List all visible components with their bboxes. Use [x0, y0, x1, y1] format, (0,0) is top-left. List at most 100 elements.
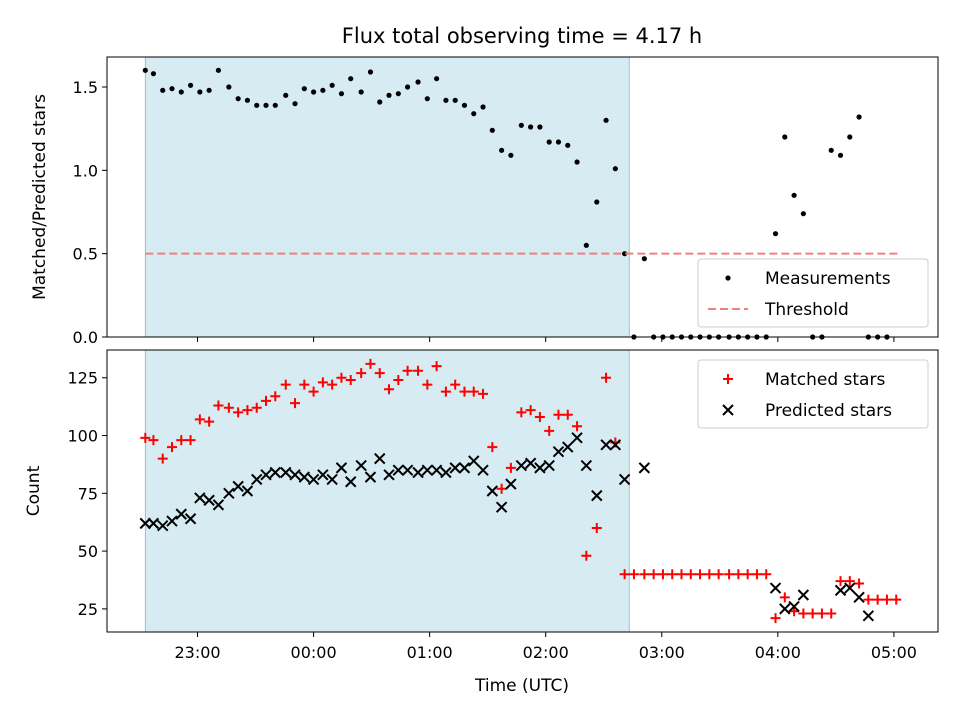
data-point [364, 471, 377, 483]
series-matched-stars [140, 358, 902, 624]
data-point [828, 147, 834, 153]
data-point [791, 192, 797, 198]
data-point [292, 101, 298, 107]
data-point [386, 92, 392, 98]
data-point [261, 395, 272, 406]
data-point [834, 584, 847, 597]
legend: Matched stars Predicted stars [697, 359, 929, 429]
data-point [443, 97, 449, 103]
data-point [622, 251, 628, 257]
data-point [458, 462, 471, 474]
x-tick-label: 02:00 [523, 643, 569, 662]
data-point [724, 569, 735, 580]
data-point [881, 594, 892, 605]
data-point [430, 464, 443, 476]
data-point [317, 377, 328, 388]
data-point [289, 469, 301, 481]
data-point [147, 517, 160, 530]
data-point [431, 361, 442, 372]
data-point [326, 473, 338, 486]
data-point [320, 87, 326, 93]
data-point [601, 372, 612, 383]
data-point [581, 550, 592, 561]
data-point [685, 569, 696, 580]
data-point [641, 256, 647, 262]
data-point [844, 582, 856, 594]
data-point [272, 102, 278, 108]
legend: Measurements Threshold [697, 258, 929, 328]
data-point [537, 124, 543, 130]
data-point [847, 134, 853, 140]
data-point [657, 569, 668, 580]
data-point [194, 414, 205, 425]
data-point [440, 386, 451, 397]
data-point [862, 610, 875, 622]
data-point [800, 211, 806, 217]
data-point [402, 365, 413, 376]
data-point [148, 435, 159, 446]
data-point [194, 492, 206, 504]
data-point [412, 466, 424, 479]
data-point [187, 82, 194, 88]
data-point [215, 67, 222, 73]
data-point [468, 455, 480, 467]
y-tick-label: 0.0 [73, 328, 98, 347]
count-panel: 25 50 75 100 125 23:00 00:00 01:00 02:00 03:00 04:… [24, 349, 939, 662]
legend-label: Matched stars [765, 370, 885, 390]
data-point [779, 592, 790, 603]
data-point [603, 117, 609, 123]
data-point [166, 515, 178, 527]
data-point [837, 152, 844, 158]
data-point [235, 96, 241, 102]
ratio-panel: 0.0 0.5 1.0 1.5 Matched/Predicted stars Measu… [30, 56, 939, 347]
data-point [779, 603, 791, 615]
data-point [440, 466, 452, 479]
data-point [591, 522, 602, 533]
data-point [487, 442, 498, 453]
data-point [260, 469, 272, 481]
data-point [826, 608, 837, 619]
data-point [450, 379, 461, 390]
data-point [204, 416, 215, 427]
data-point [534, 412, 545, 423]
legend-marker [725, 275, 731, 281]
data-point [495, 501, 508, 513]
data-point [782, 134, 788, 140]
data-point [223, 487, 235, 500]
data-point [269, 466, 281, 479]
observing-span [144, 56, 630, 338]
x-tick-label: 00:00 [291, 643, 337, 662]
data-point [317, 469, 329, 481]
data-point [496, 483, 507, 494]
data-point [404, 84, 411, 90]
data-point [565, 142, 571, 148]
legend-label: Measurements [765, 269, 891, 289]
observing-span [144, 349, 630, 633]
data-point [449, 462, 461, 474]
legend-label: Predicted stars [765, 401, 892, 421]
data-point [365, 358, 376, 369]
legend-marker [722, 404, 734, 416]
data-point [298, 471, 311, 483]
data-point [769, 582, 782, 594]
data-point [251, 473, 263, 486]
y-tick-label: 25 [78, 600, 98, 619]
data-point [628, 569, 639, 580]
data-point [308, 386, 319, 397]
x-axis-label: Time (UTC) [474, 676, 569, 696]
data-point [150, 71, 157, 77]
data-point [816, 608, 827, 619]
legend-box [697, 258, 929, 328]
data-point [413, 365, 424, 376]
data-point [612, 166, 618, 172]
data-point [401, 464, 414, 476]
data-point [176, 435, 187, 446]
data-point [552, 445, 565, 458]
data-point [639, 569, 650, 580]
data-point [374, 452, 386, 465]
data-point [142, 67, 148, 73]
data-point [283, 92, 289, 98]
data-point [525, 405, 536, 416]
data-point [544, 425, 555, 436]
data-point [798, 608, 809, 619]
